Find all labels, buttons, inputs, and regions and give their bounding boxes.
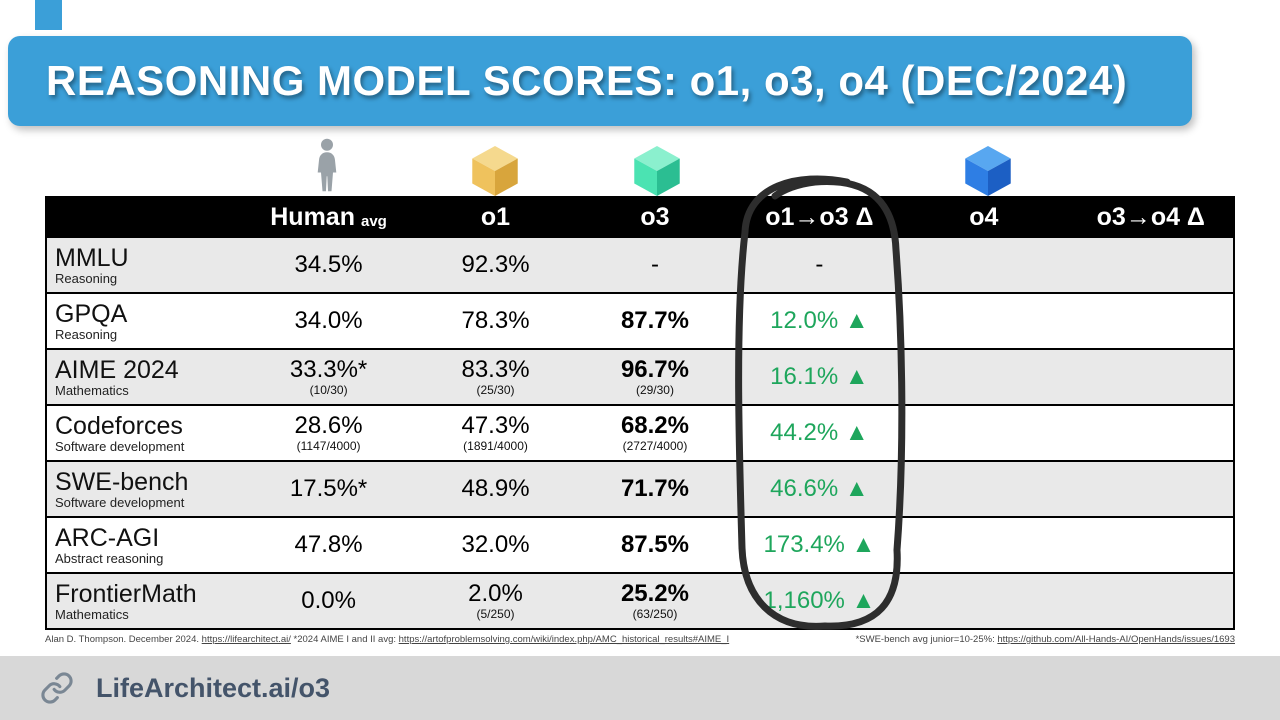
human-score-detail: (10/30): [309, 383, 348, 397]
benchmark-name: FrontierMath: [55, 579, 197, 608]
o1-o3-delta: 173.4% ▲: [763, 531, 876, 558]
corner-accent: [35, 0, 62, 30]
benchmark-name: AIME 2024: [55, 355, 179, 384]
human-score: 34.0%: [294, 307, 363, 334]
table-row: ARC-AGI Abstract reasoning 47.8% 32.0% 8…: [47, 516, 1233, 572]
title-banner: REASONING MODEL SCORES: o1, o3, o4 (DEC/…: [8, 36, 1192, 126]
benchmark-name: ARC-AGI: [55, 523, 160, 552]
o3-score-detail: (2727/4000): [622, 439, 688, 453]
o1-score: 32.0%: [461, 531, 530, 558]
table-row: Codeforces Software development 28.6% (11…: [47, 404, 1233, 460]
table-row: MMLU Reasoning 34.5% 92.3% - -: [47, 236, 1233, 292]
table-row: AIME 2024 Mathematics 33.3%* (10/30) 83.3…: [47, 348, 1233, 404]
header-o4: o4: [969, 202, 999, 231]
benchmark-category: Software development: [55, 494, 185, 510]
o3-score: 87.7%: [620, 307, 689, 334]
header-o3-o4-delta: o3→o4 Δ: [1096, 202, 1205, 231]
human-score: 34.5%: [294, 251, 363, 278]
benchmark-category: Mathematics: [55, 382, 129, 398]
o3-score-detail: (63/250): [632, 607, 678, 621]
o1-o3-delta: 46.6% ▲: [770, 475, 869, 502]
header-human: Human avg: [270, 202, 387, 231]
link-icon: [41, 672, 73, 704]
footnote-right: *SWE-bench avg junior=10-25%: https://gi…: [856, 634, 1235, 645]
benchmark-category: Abstract reasoning: [55, 550, 164, 566]
benchmark-name: GPQA: [55, 299, 128, 328]
aime-results-link[interactable]: https://artofproblemsolving.com/wiki/ind…: [398, 634, 730, 645]
o1-score-detail: (25/30): [476, 383, 515, 397]
benchmark-category: Software development: [55, 438, 185, 454]
header-o3: o3: [640, 202, 670, 231]
o4-cube-icon: [965, 146, 1011, 196]
page-title: REASONING MODEL SCORES: o1, o3, o4 (DEC/…: [46, 57, 1128, 104]
table-row: SWE-bench Software development 17.5%* 48…: [47, 460, 1233, 516]
human-score: 0.0%: [301, 587, 356, 614]
o3-score-detail: (29/30): [635, 383, 674, 397]
table-row: GPQA Reasoning 34.0% 78.3% 87.7% 12.0% ▲: [47, 292, 1233, 348]
o1-score: 83.3%: [461, 356, 530, 383]
footnote-left-text: Alan D. Thompson. December 2024.: [45, 634, 202, 645]
header-o1: o1: [480, 202, 511, 231]
o1-score: 48.9%: [461, 475, 530, 502]
o1-o3-delta: 1,160% ▲: [763, 587, 876, 614]
table-header-row: Human avg o1 o3 o1→o3 Δ o4 o3→o4 Δ: [47, 198, 1233, 236]
benchmark-category: Reasoning: [55, 326, 118, 342]
human-score: 47.8%: [294, 531, 363, 558]
human-score: 17.5%*: [289, 475, 368, 502]
o3-score: 71.7%: [620, 475, 689, 502]
site-link[interactable]: LifeArchitect.ai/o3: [96, 672, 331, 703]
o1-o3-delta: 44.2% ▲: [770, 419, 869, 446]
benchmark-category: Reasoning: [55, 270, 118, 286]
bottom-bar: LifeArchitect.ai/o3: [0, 656, 1280, 720]
o1-o3-delta: 16.1% ▲: [770, 363, 869, 390]
o1-score: 78.3%: [461, 307, 530, 334]
o3-score: 68.2%: [620, 412, 689, 439]
o3-score: 96.7%: [620, 356, 689, 383]
header-human-avg: avg: [360, 212, 387, 230]
footnote-left: Alan D. Thompson. December 2024. https:/…: [45, 634, 729, 645]
o1-cube-icon: [472, 146, 518, 196]
o1-score: 2.0%: [468, 580, 523, 607]
benchmark-name: MMLU: [55, 243, 129, 272]
o1-o3-delta: -: [815, 251, 824, 278]
header-o1-o3-delta: o1→o3 Δ: [765, 202, 874, 231]
footnotes: Alan D. Thompson. December 2024. https:/…: [45, 634, 1235, 645]
human-icon: [317, 138, 337, 192]
o1-score-detail: (5/250): [476, 607, 515, 621]
footnote-right-text: *SWE-bench avg junior=10-25%:: [855, 634, 998, 645]
o3-score: 25.2%: [620, 580, 689, 607]
o3-score: 87.5%: [620, 531, 689, 558]
swebench-link[interactable]: https://github.com/All-Hands-AI/OpenHand…: [997, 634, 1235, 645]
o1-o3-delta: 12.0% ▲: [770, 307, 869, 334]
benchmark-category: Mathematics: [55, 606, 129, 622]
o3-score: -: [650, 251, 659, 278]
table-row: FrontierMath Mathematics 0.0% 2.0% (5/250…: [47, 572, 1233, 628]
scores-table: Human avg o1 o3 o1→o3 Δ o4 o3→o4 Δ MMLU …: [45, 196, 1235, 630]
footnote-left-mid: *2024 AIME I and II avg:: [290, 634, 399, 645]
human-score-detail: (1147/4000): [296, 439, 361, 453]
benchmark-name: SWE-bench: [55, 467, 189, 496]
benchmark-name: Codeforces: [55, 411, 183, 440]
human-score: 33.3%*: [289, 356, 368, 383]
o1-score: 92.3%: [461, 251, 530, 278]
lifearchitect-link[interactable]: https://lifearchitect.ai/: [201, 634, 291, 645]
human-score: 28.6%: [294, 412, 363, 439]
o3-cube-icon: [634, 146, 680, 196]
o1-score-detail: (1891/4000): [463, 439, 528, 453]
o1-score: 47.3%: [461, 412, 530, 439]
